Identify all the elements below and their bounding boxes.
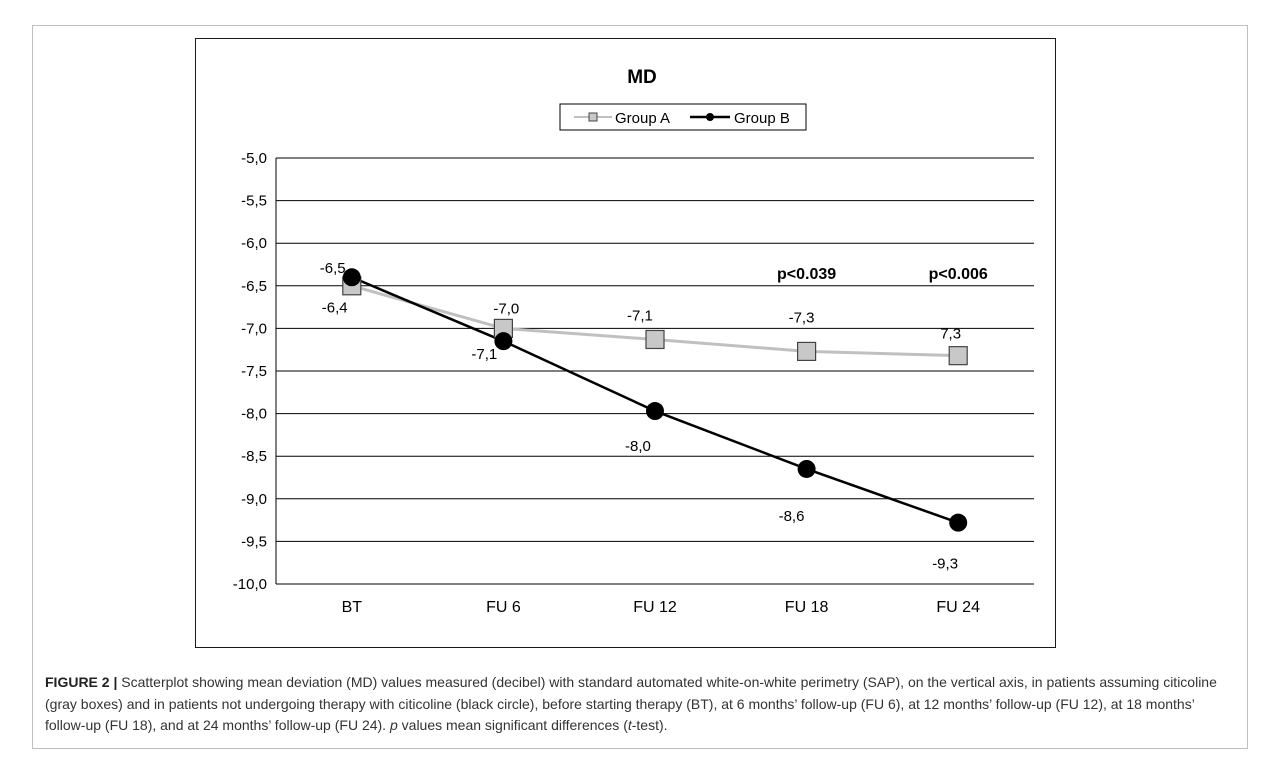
- x-tick-label: FU 18: [785, 599, 829, 616]
- caption-label: FIGURE 2 |: [45, 674, 118, 690]
- p-value-annotation: p<0.006: [929, 266, 988, 283]
- p-value-annotation: p<0.039: [777, 266, 836, 283]
- y-tick-label: -7,5: [241, 363, 267, 380]
- y-tick-label: -8,0: [241, 406, 267, 423]
- data-point-group-b: [342, 268, 361, 287]
- x-tick-label: BT: [342, 599, 363, 616]
- data-label-group-b: -7,1: [471, 346, 497, 363]
- y-tick-label: -6,0: [241, 235, 267, 252]
- legend-group-a-marker: [588, 112, 598, 122]
- data-label-group-b: -6,4: [322, 299, 348, 316]
- legend-group-b-marker: [706, 113, 714, 121]
- data-label-group-a: -7,1: [627, 307, 653, 324]
- caption-p-italic: p: [389, 717, 398, 733]
- data-point-group-a: [948, 346, 968, 366]
- axes: -5,0 -5,5 -6,0 -6,5 -7,0 -7,5 -8,0 -8,5 -9,0 -9,5…: [233, 150, 980, 616]
- figure-panel: [32, 25, 1248, 749]
- x-tick-label: FU 12: [633, 599, 677, 616]
- caption-text-3: -test).: [631, 717, 668, 733]
- caption-t-italic: t: [627, 717, 632, 733]
- chart-frame: MD Group A Group B -5,0 -5,5 -6,0 -6,5 -7,0-…: [195, 38, 1056, 648]
- legend: Group A Group B: [559, 103, 807, 131]
- gridlines: [276, 157, 1034, 585]
- md-line-chart: MD Group A Group B -5,0-5,5-6,0-6,5-7,0-…: [233, 67, 1034, 616]
- y-tick-label: -9,5: [241, 533, 267, 550]
- data-label-group-b: -8,6: [779, 508, 805, 525]
- data-label-group-a: -7,3: [789, 309, 815, 326]
- caption-text-2: values mean significant differences (: [397, 717, 628, 733]
- series-line-group-b: [351, 276, 959, 524]
- data-point-group-b: [646, 402, 664, 421]
- y-tick-label: -9,0: [241, 491, 267, 508]
- data-point-group-a: [796, 341, 817, 362]
- y-tick-label: -10,0: [233, 576, 267, 593]
- data-point-group-b: [949, 513, 968, 532]
- legend-group-b-label: Group B: [734, 110, 790, 127]
- data-label-group-a: 7,3: [940, 326, 961, 343]
- x-tick-label: FU 6: [486, 599, 521, 616]
- y-tick-label: -7,0: [241, 320, 267, 337]
- data-label-group-a: -6,5: [320, 260, 346, 277]
- figure-caption: FIGURE 2 | Scatterplot showing mean devi…: [45, 672, 1235, 737]
- data-point-group-a: [645, 329, 665, 350]
- caption-text-1: Scatterplot showing mean deviation (MD) …: [45, 674, 1217, 733]
- y-tick-label: -6,5: [241, 278, 267, 295]
- chart-title: MD: [627, 67, 657, 88]
- data-label-group-a: -7,0: [493, 300, 519, 317]
- data-labels: -6,5 -7,0 -7,1 -7,3 7,3 -6,4 -7,1 -8,0 -8,6 -9,3 p…: [320, 260, 988, 573]
- data-point-group-b: [797, 459, 816, 478]
- series: [342, 268, 968, 532]
- data-label-group-b: -8,0: [625, 438, 651, 455]
- x-tick-label: FU 24: [936, 599, 980, 616]
- data-label-group-b: -9,3: [932, 556, 958, 573]
- y-tick-label: -5,0: [241, 150, 267, 167]
- legend-group-a-label: Group A: [615, 110, 670, 127]
- y-tick-label: -5,5: [241, 193, 267, 210]
- data-point-group-b: [494, 332, 513, 351]
- y-tick-label: -8,5: [241, 448, 267, 465]
